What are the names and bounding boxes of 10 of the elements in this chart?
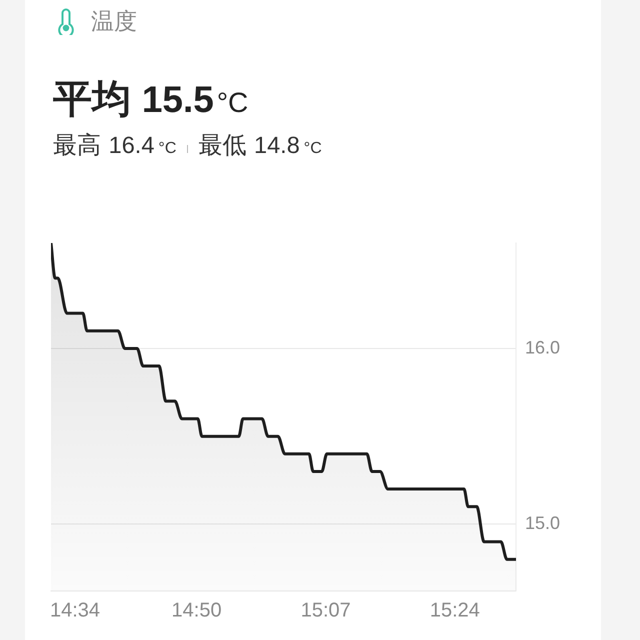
text: 最高 16.4°C <box>53 132 176 159</box>
x-tick-label: 14:34 <box>50 600 100 622</box>
x-tick-label: 14:50 <box>172 600 222 622</box>
chart-title: 温度 <box>91 7 137 36</box>
chart-subtitle: 平均 15.5°C <box>53 78 248 121</box>
x-tick-label: 15:24 <box>430 600 480 622</box>
y-tick-label: 16.0 <box>525 337 560 358</box>
x-tick-label: 15:07 <box>300 600 351 622</box>
y-tick-label: 15.0 <box>525 513 560 534</box>
text: 最低 14.8°C <box>198 132 322 159</box>
